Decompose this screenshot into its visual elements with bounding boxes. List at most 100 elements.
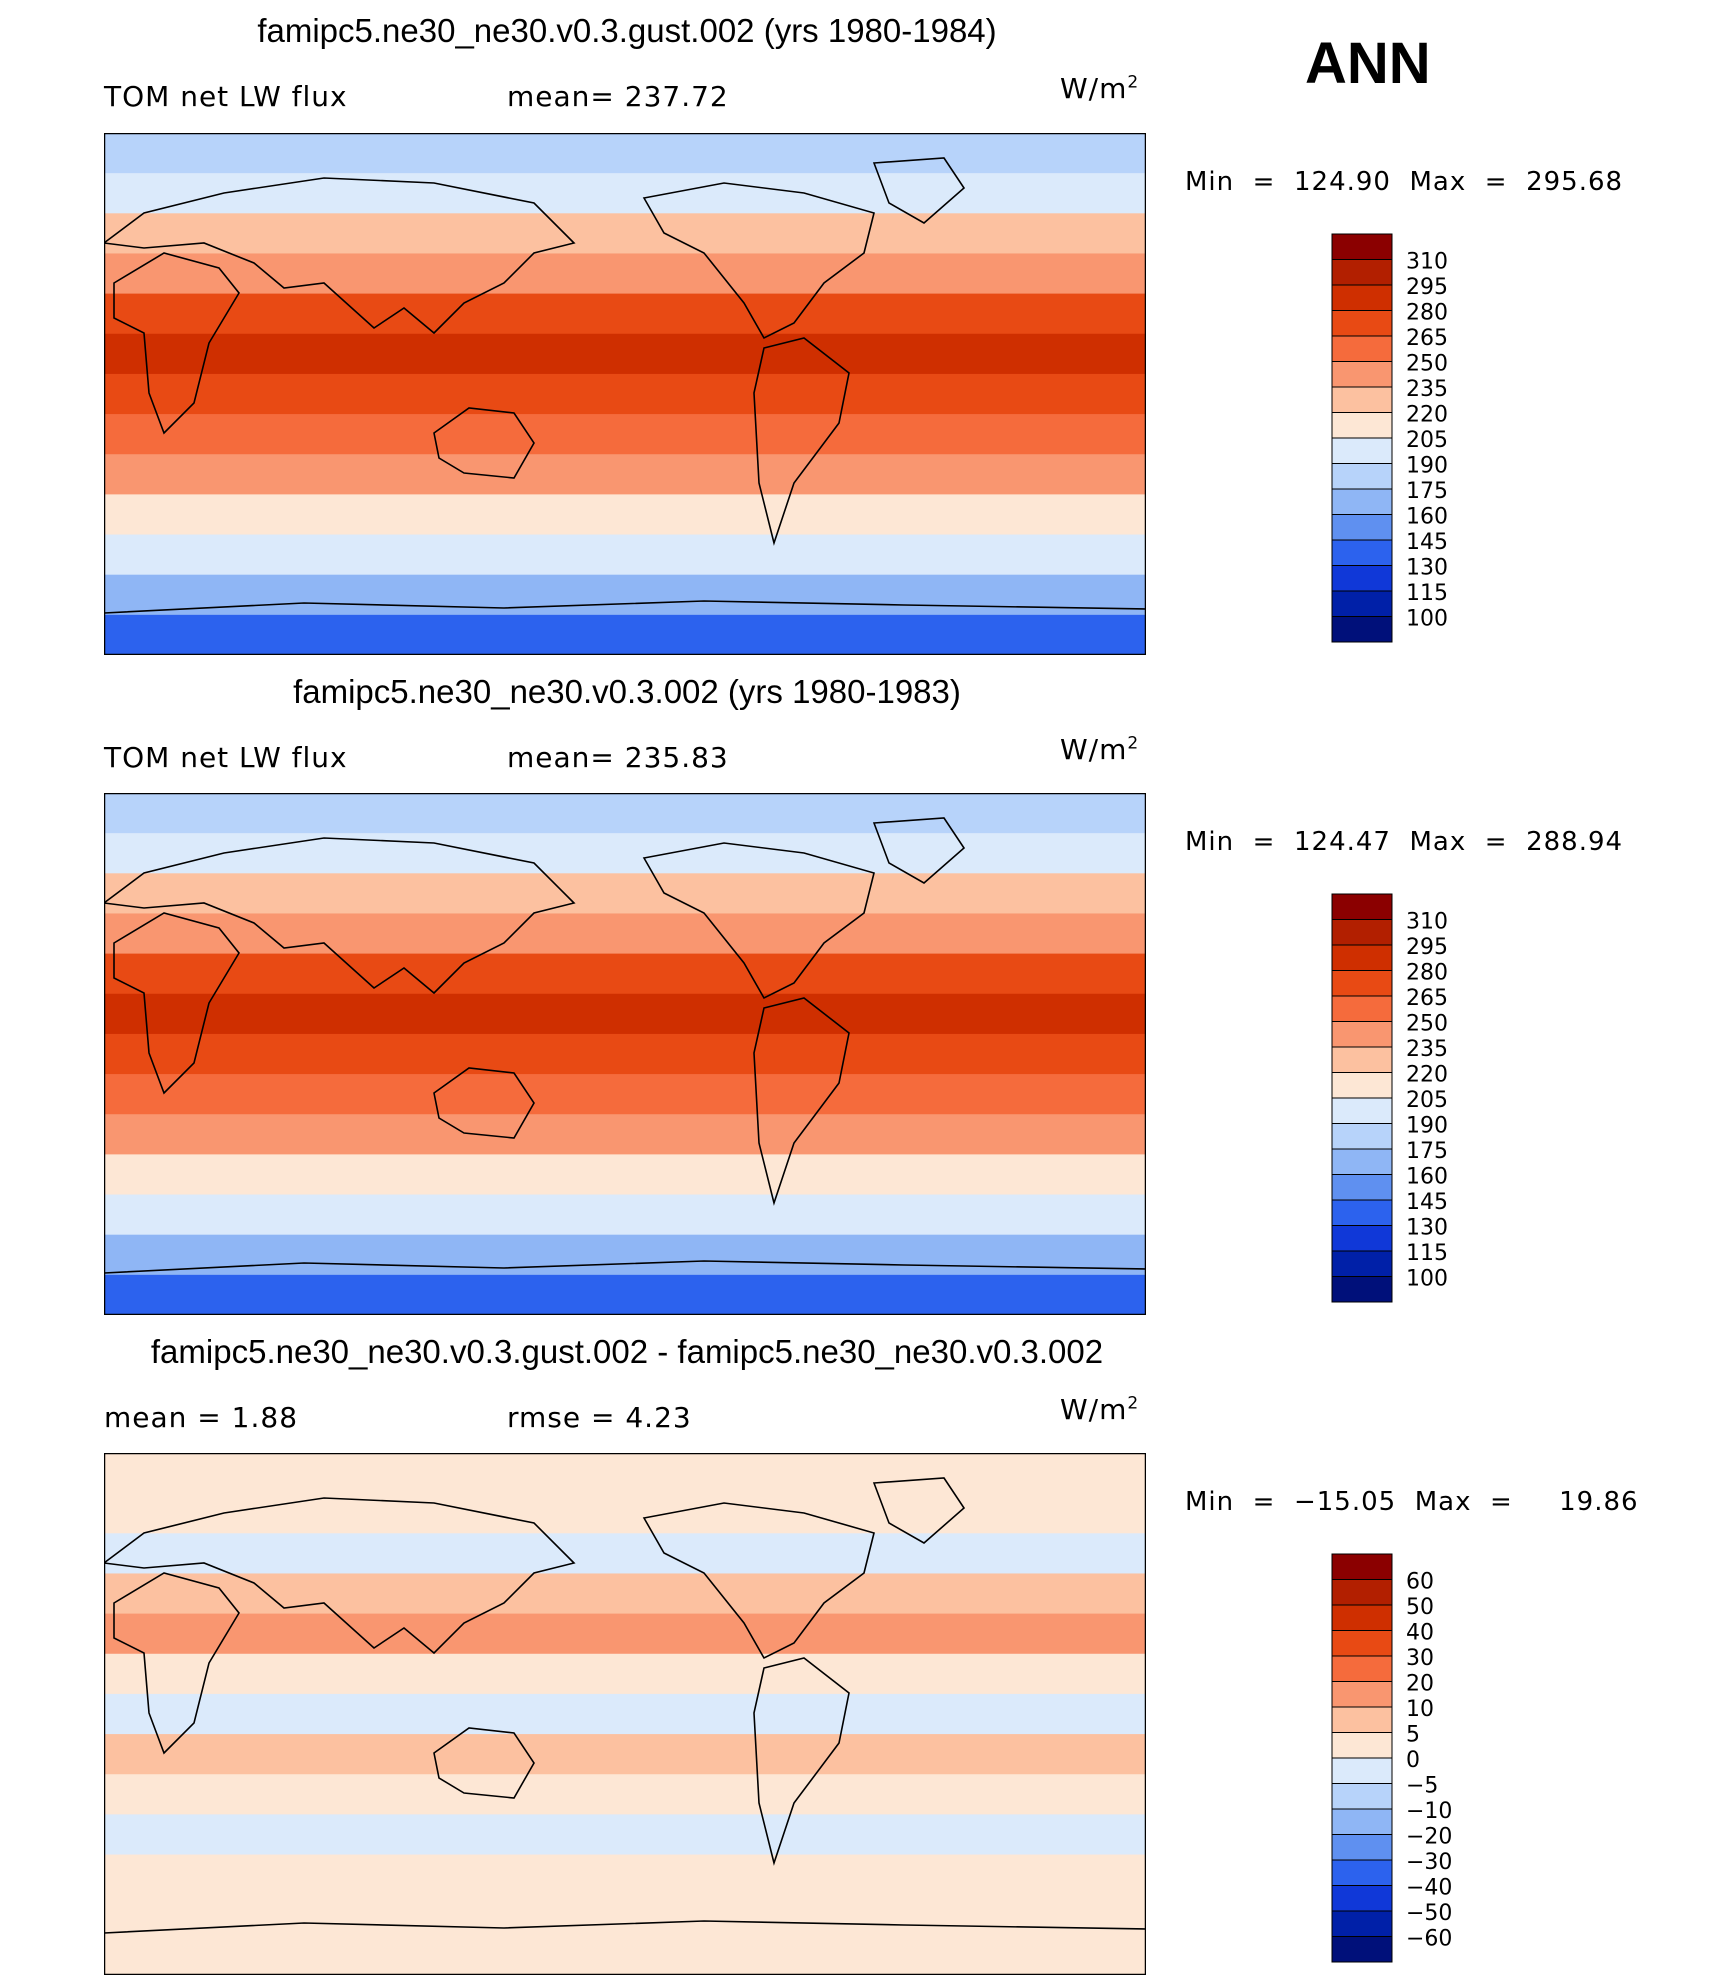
colorbar-swatch [1331, 233, 1393, 260]
colorbar-tick-label: 310 [1406, 910, 1448, 935]
panel-2-units: W/m2 [1060, 733, 1140, 766]
panel-2-variable-label: TOM net LW flux [104, 741, 348, 774]
colorbar-swatch [1331, 361, 1393, 388]
panel-3-map [104, 1453, 1146, 1975]
colorbar-tick-label: 50 [1406, 1595, 1434, 1620]
colorbar-swatch [1331, 565, 1393, 592]
field-band [104, 213, 1146, 255]
colorbar-tick-label: 235 [1406, 377, 1448, 402]
field-band [104, 1074, 1146, 1116]
colorbar-swatch [1331, 488, 1393, 515]
colorbar-tick-label: 115 [1406, 581, 1448, 606]
colorbar-tick-label: 220 [1406, 403, 1448, 428]
colorbar-swatch [1331, 1021, 1393, 1048]
coastline [113, 912, 240, 1095]
coastline [104, 1260, 1146, 1315]
colorbar-tick-label: 250 [1406, 352, 1448, 377]
colorbar-tick-label: 265 [1406, 986, 1448, 1011]
field-band [104, 1533, 1146, 1575]
colorbar-swatch [1331, 1097, 1393, 1124]
panel-1-units: W/m2 [1060, 72, 1140, 105]
colorbar-swatch [1331, 514, 1393, 541]
field-band [104, 1734, 1146, 1776]
coastline [104, 1497, 576, 1655]
colorbar-tick-label: −30 [1406, 1850, 1452, 1875]
colorbar-tick-label: 295 [1406, 275, 1448, 300]
colorbar-tick-label: 10 [1406, 1697, 1434, 1722]
panel-2-map [104, 793, 1146, 1315]
colorbar-swatch [1331, 463, 1393, 490]
colorbar-tick-label: 160 [1406, 505, 1448, 530]
map-frame [104, 793, 1146, 1315]
field-band [104, 1613, 1146, 1655]
colorbar-swatch [1331, 1834, 1393, 1861]
field-band [104, 1854, 1146, 1896]
colorbar-tick-label: 175 [1406, 479, 1448, 504]
colorbar-swatch [1331, 893, 1393, 920]
map-frame [104, 1453, 1146, 1975]
field-band [104, 494, 1146, 536]
colorbar-tick-label: 205 [1406, 428, 1448, 453]
colorbar-swatch [1331, 616, 1393, 643]
panel-2-min-max: Min = 124.47 Max = 288.94 [1185, 827, 1624, 857]
field-band [104, 873, 1146, 915]
field-band [104, 414, 1146, 456]
field-band [104, 293, 1146, 335]
colorbar-swatch [1331, 259, 1393, 286]
colorbar-tick-label: 160 [1406, 1165, 1448, 1190]
colorbar-swatch [1331, 1579, 1393, 1606]
field-band [104, 1033, 1146, 1076]
colorbar-swatch [1331, 1250, 1393, 1277]
coastline [753, 1657, 850, 1866]
colorbar-swatch [1331, 437, 1393, 464]
field-band [104, 1573, 1146, 1615]
field-band [104, 1194, 1146, 1236]
colorbar-swatch [1331, 1276, 1393, 1303]
field-band [104, 133, 1146, 175]
coastline [113, 1572, 240, 1755]
colorbar-swatch [1331, 1936, 1393, 1963]
field-band [104, 913, 1146, 955]
colorbar-swatch [1331, 539, 1393, 566]
colorbar-tick-label: 115 [1406, 1241, 1448, 1266]
field-band [104, 1234, 1146, 1276]
colorbar-tick-label: −10 [1406, 1799, 1452, 1824]
colorbar-swatch [1331, 590, 1393, 617]
coastline [104, 177, 576, 335]
coastline [872, 1477, 966, 1544]
colorbar-swatch [1331, 1630, 1393, 1657]
colorbar-swatch [1331, 335, 1393, 362]
field-band [104, 574, 1146, 616]
coastline [872, 817, 966, 884]
panel-3-rmse-label: rmse = 4.23 [507, 1401, 692, 1434]
coastline [104, 600, 1146, 655]
colorbar-swatch [1331, 944, 1393, 971]
colorbar-swatch [1331, 1681, 1393, 1708]
colorbar-swatch [1331, 1553, 1393, 1580]
colorbar-swatch [1331, 1910, 1393, 1937]
colorbar-tick-label: 100 [1406, 1267, 1448, 1292]
colorbar-tick-label: −20 [1406, 1825, 1452, 1850]
colorbar-tick-label: 40 [1406, 1621, 1434, 1646]
coastline [642, 1502, 875, 1660]
colorbar-swatch [1331, 919, 1393, 946]
panel-1-variable-label: TOM net LW flux [104, 80, 348, 113]
colorbar-tick-label: 250 [1406, 1012, 1448, 1037]
field-band [104, 373, 1146, 416]
panel-1-colorbar: 3102952802652502352202051901751601451301… [1331, 233, 1448, 643]
colorbar-tick-label: −60 [1406, 1927, 1452, 1952]
colorbar-swatch [1331, 1148, 1393, 1175]
panel-3-units: W/m2 [1060, 1393, 1140, 1426]
field-band [104, 534, 1146, 576]
field-band [104, 333, 1146, 375]
colorbar-swatch [1331, 970, 1393, 997]
colorbar-swatch [1331, 1655, 1393, 1682]
colorbar-swatch [1331, 1732, 1393, 1759]
colorbar-swatch [1331, 1859, 1393, 1886]
colorbar-tick-label: 130 [1406, 1216, 1448, 1241]
panel-1-title: famipc5.ne30_ne30.v0.3.gust.002 (yrs 198… [257, 12, 997, 49]
colorbar-swatch [1331, 1604, 1393, 1631]
colorbar-swatch [1331, 1199, 1393, 1226]
colorbar-tick-label: −50 [1406, 1901, 1452, 1926]
colorbar-swatch [1331, 310, 1393, 337]
